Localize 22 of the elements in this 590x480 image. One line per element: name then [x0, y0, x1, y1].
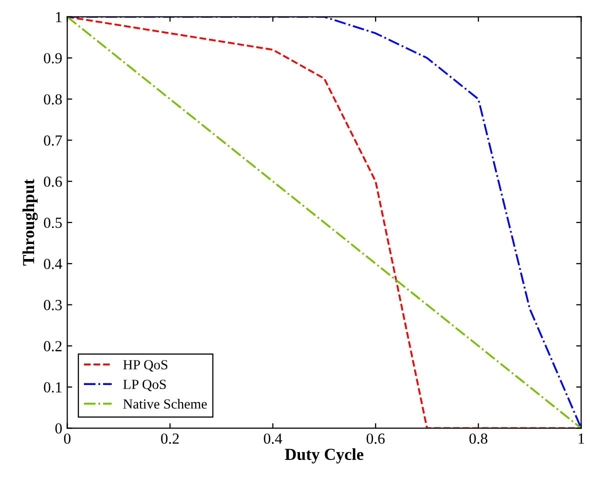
legend-label: LP QoS [123, 380, 166, 392]
legend-label: HP QoS [123, 360, 168, 372]
y-tick-label: 0.6 [44, 176, 62, 187]
y-tick-label: 0.2 [44, 341, 62, 352]
legend-label: Native Scheme [123, 398, 207, 409]
x-tick-label: 0.6 [366, 433, 385, 444]
y-tick-label: 0.7 [44, 135, 62, 146]
x-tick-label: 0.4 [264, 433, 282, 444]
x-tick-label: 0 [64, 433, 70, 444]
y-tick-label: 0.1 [44, 382, 62, 393]
x-tick-label: 1 [578, 434, 584, 444]
y-axis-title: Throughput [22, 179, 38, 266]
y-tick-label: 0.8 [44, 94, 62, 105]
y-tick-label: 1 [56, 12, 62, 22]
y-tick-label: 0 [55, 423, 62, 434]
x-tick-label: 0.2 [161, 433, 179, 444]
y-tick-label: 0.9 [44, 53, 62, 64]
y-tick-label: 0.5 [44, 218, 62, 228]
y-tick-label: 0.4 [44, 258, 62, 270]
y-tick-label: 0.3 [44, 300, 62, 310]
x-axis-title: Duty Cycle [284, 448, 364, 464]
x-tick-label: 0.8 [469, 433, 488, 444]
